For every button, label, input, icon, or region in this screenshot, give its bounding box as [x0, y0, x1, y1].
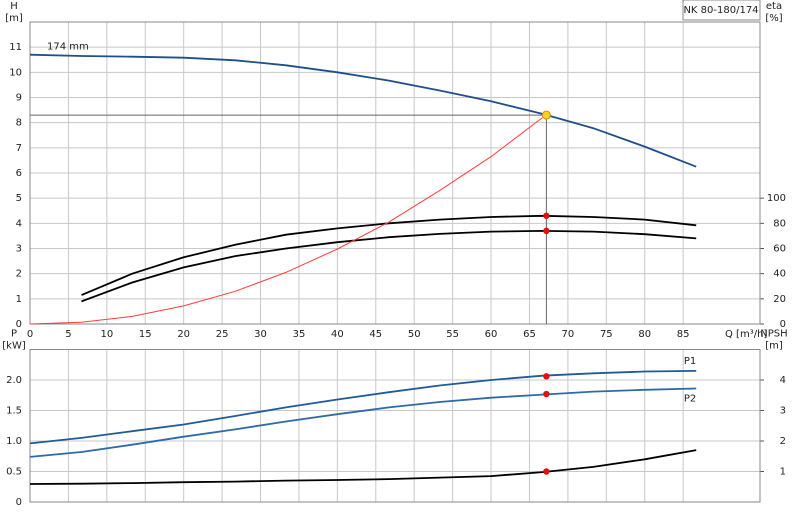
y2-tick-label: 20: [773, 294, 786, 305]
y-tick-label: 4: [16, 218, 22, 229]
y-tick-label: 11: [9, 42, 22, 53]
series-line: [29, 53, 697, 168]
y-tick-label: 8: [16, 118, 22, 129]
x-tick-label: 50: [408, 329, 421, 340]
x-tick-label: 80: [638, 329, 651, 340]
y-tick-label: 0: [16, 497, 22, 508]
y2-tick-label: 0: [780, 319, 786, 330]
y-tick-label: 2.0: [6, 375, 22, 386]
operating-point: [543, 468, 550, 475]
series-line: [29, 449, 697, 485]
title-box: [682, 0, 761, 21]
x-tick-label: 20: [177, 329, 190, 340]
y-tick-label: 7: [16, 143, 22, 154]
series-label: P2: [684, 394, 696, 405]
y-tick-label: 0: [16, 319, 22, 330]
x-tick-label: 65: [523, 329, 536, 340]
x-tick-label: 85: [677, 329, 690, 340]
x-tick-label: 15: [139, 329, 152, 340]
y-tick-label: 1.5: [6, 406, 22, 417]
y-axis-label: [kW]: [2, 341, 26, 352]
x-tick-label: 30: [254, 329, 267, 340]
x-tick-label: 55: [446, 329, 459, 340]
operating-point: [543, 227, 550, 235]
y-axis-label: P: [11, 329, 17, 340]
x-tick-label: 60: [485, 329, 498, 340]
y2-tick-label: 2: [780, 436, 786, 447]
series-line: [29, 117, 543, 325]
y2-axis-label: [m]: [765, 341, 783, 352]
operating-point: [543, 390, 550, 398]
y-tick-label: 1: [16, 294, 22, 305]
y-axis-label: [m]: [5, 13, 23, 24]
x-tick-label: 45: [369, 329, 382, 340]
plot-frame: [29, 21, 761, 325]
x-axis-label: Q [m³/h]: [725, 329, 767, 340]
x-tick-label: 35: [293, 329, 306, 340]
y-tick-label: 3: [16, 244, 22, 255]
y-tick-label: 6: [16, 168, 22, 179]
x-tick-label: 10: [100, 329, 113, 340]
y-tick-label: 10: [9, 67, 22, 78]
series-label: P1: [684, 356, 696, 367]
series-label: 174 mm: [47, 42, 89, 53]
y2-tick-label: 1: [780, 467, 786, 478]
y-tick-label: 0.5: [6, 467, 22, 478]
operating-point: [541, 110, 551, 120]
x-tick-label: 70: [562, 329, 575, 340]
x-tick-label: 5: [65, 329, 71, 340]
x-tick-label: 0: [27, 329, 33, 340]
series-line: [81, 214, 697, 296]
y2-axis-label: [%]: [765, 13, 782, 24]
series-line: [81, 229, 697, 303]
y-tick-label: 1.0: [6, 436, 22, 447]
y2-tick-label: 40: [773, 269, 786, 280]
y2-axis-label: eta: [766, 1, 782, 12]
operating-point: [543, 212, 550, 219]
x-tick-label: 75: [600, 329, 613, 340]
y-tick-label: 2: [16, 269, 22, 280]
y2-tick-label: 3: [780, 406, 786, 417]
operating-point: [543, 373, 550, 380]
y2-tick-label: 100: [767, 193, 786, 204]
y-tick-label: 5: [16, 193, 22, 204]
x-tick-label: 40: [331, 329, 344, 340]
y2-tick-label: 60: [773, 244, 786, 255]
y-axis-label: H: [10, 1, 18, 12]
y2-tick-label: 80: [773, 218, 786, 229]
y2-axis-label: NPSH: [760, 329, 787, 340]
y2-tick-label: 4: [780, 375, 786, 386]
series-line: [29, 387, 697, 458]
y-tick-label: 9: [16, 93, 22, 104]
chart-title: NK 80-180/174: [683, 5, 758, 16]
plot-frame: [29, 349, 761, 503]
series-line: [29, 370, 697, 445]
x-tick-label: 25: [216, 329, 229, 340]
